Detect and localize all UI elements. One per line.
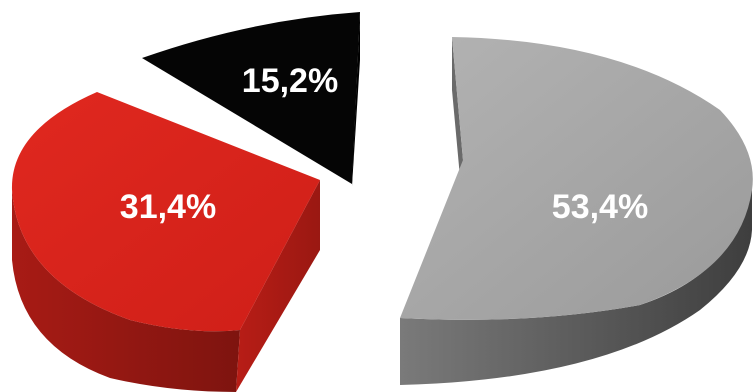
- slice-15-2: 15,2%: [142, 12, 360, 186]
- slice-label-53-4: 53,4%: [552, 188, 648, 226]
- slice-53-4: 53,4%: [400, 37, 753, 385]
- slice-53-4-inner-face: [452, 37, 463, 210]
- slice-53-4-top: [400, 37, 753, 320]
- slice-31-4-top: [11, 92, 321, 332]
- slice-label-15-2: 15,2%: [242, 62, 338, 100]
- slice-label-31-4: 31,4%: [120, 188, 216, 226]
- slice-15-2-top: [142, 12, 360, 184]
- slice-53-4-side: [400, 175, 752, 385]
- slice-31-4-outer-side: [12, 190, 240, 392]
- slice-15-2-side: [352, 12, 360, 186]
- slice-31-4-cut-face: [236, 180, 320, 392]
- slice-31-4: 31,4%: [11, 92, 321, 392]
